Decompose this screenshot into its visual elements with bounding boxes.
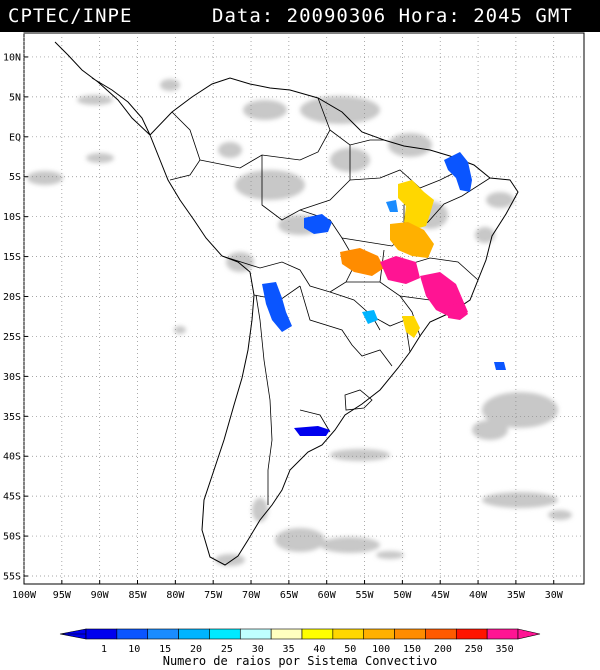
legend-swatch <box>116 628 149 640</box>
legend-swatch <box>209 628 241 640</box>
legend-value-label: 150 <box>403 644 421 655</box>
lon-tick-label: 75W <box>204 590 223 601</box>
lon-tick-label: 45W <box>431 590 450 601</box>
convective-systems <box>262 152 506 436</box>
source-label: CPTEC/INPE <box>8 5 133 27</box>
datetime-label: Data: 20090306 Hora: 2045 GMT <box>212 5 573 27</box>
lon-tick-label: 100W <box>12 590 37 601</box>
legend-value-label: 200 <box>434 644 452 655</box>
legend-swatch <box>178 628 210 640</box>
system-minas <box>380 256 420 284</box>
lon-tick-label: 50W <box>393 590 412 601</box>
system-paraguay <box>362 310 378 324</box>
legend-swatch <box>486 628 519 640</box>
lon-tick-label: 95W <box>53 590 72 601</box>
lon-tick-label: 60W <box>318 590 337 601</box>
title-bar: CPTEC/INPE Data: 20090306 Hora: 2045 GMT <box>0 0 600 32</box>
system-mato-grosso <box>304 214 332 234</box>
legend-swatch <box>301 628 334 640</box>
system-rio <box>448 302 468 320</box>
lon-tick-label: 40W <box>469 590 488 601</box>
lon-tick-label: 35W <box>507 590 526 601</box>
legend-value-label: 30 <box>252 644 264 655</box>
lon-tick-label: 85W <box>128 590 147 601</box>
system-bahia-north <box>398 180 434 230</box>
lat-tick-label: 35S <box>3 412 21 423</box>
lat-tick-label: 25S <box>3 332 21 343</box>
lat-tick-label: 45S <box>3 492 21 503</box>
lat-tick-label: 15S <box>3 252 21 263</box>
legend-value-label: 40 <box>313 644 325 655</box>
lat-tick-label: 20S <box>3 292 21 303</box>
lat-tick-label: 10N <box>3 52 21 63</box>
legend-value-label: 250 <box>465 644 483 655</box>
latitude-tick-labels: 10N 5N EQ 5S 10S 15S 20S 25S 30S 35S 40S 45S 50S 55S <box>3 52 28 583</box>
lon-tick-label: 65W <box>280 590 299 601</box>
legend-swatch <box>239 628 272 640</box>
coastline-layer <box>54 41 519 566</box>
lon-tick-label: 70W <box>242 590 261 601</box>
map-frame <box>23 32 585 585</box>
system-chile-bolivia <box>262 282 292 332</box>
system-ne-brazil <box>444 152 472 192</box>
central-america-coastline <box>54 41 151 136</box>
system-goias <box>340 248 384 276</box>
lon-tick-label: 80W <box>166 590 185 601</box>
legend-value-label: 15 <box>159 644 171 655</box>
lon-tick-label: 30W <box>545 590 564 601</box>
legend-value-label: 1 <box>101 644 107 655</box>
system-ocean-east <box>494 362 506 370</box>
lat-tick-label: 55S <box>3 572 21 583</box>
longitude-tick-labels: 100W 95W 90W 85W 80W 75W 70W 65W 60W 55W 50W 45W 40W… <box>12 580 564 601</box>
legend-swatch <box>332 628 365 640</box>
system-bahia-central <box>390 222 434 258</box>
legend-value-label: 350 <box>496 644 514 655</box>
legend-title: Numero de raios por Sistema Convectivo <box>162 654 438 668</box>
legend-arrow-left <box>59 628 87 640</box>
lat-tick-label: 30S <box>3 372 21 383</box>
legend-swatch <box>147 628 179 640</box>
lat-tick-label: 5N <box>9 92 21 103</box>
legend-swatch <box>363 628 395 640</box>
lon-tick-label: 90W <box>91 590 110 601</box>
system-small-blue <box>386 200 398 212</box>
legend-swatch <box>85 628 118 640</box>
system-argentina <box>294 426 330 436</box>
lat-tick-label: 50S <box>3 532 21 543</box>
lat-tick-label: EQ <box>9 132 21 143</box>
legend-swatch <box>270 628 303 640</box>
legend-value-label: 100 <box>372 644 390 655</box>
legend-swatch <box>455 628 488 640</box>
legend-swatch <box>425 628 457 640</box>
legend-value-label: 25 <box>221 644 233 655</box>
legend-value-label: 10 <box>128 644 140 655</box>
lat-tick-label: 40S <box>3 452 21 463</box>
legend-value-label: 50 <box>344 644 356 655</box>
legend-value-label: 20 <box>190 644 202 655</box>
legend-swatch <box>394 628 426 640</box>
south-america-coastline <box>149 77 519 566</box>
legend-value-label: 35 <box>283 644 295 655</box>
lat-tick-label: 5S <box>9 172 21 183</box>
system-parana <box>402 316 420 338</box>
lon-tick-label: 55W <box>356 590 375 601</box>
color-legend: 1 10 15 20 25 30 35 40 50 100 150 200 250 350 <box>59 628 541 655</box>
legend-arrow-right <box>517 628 541 640</box>
lat-tick-label: 10S <box>3 212 21 223</box>
